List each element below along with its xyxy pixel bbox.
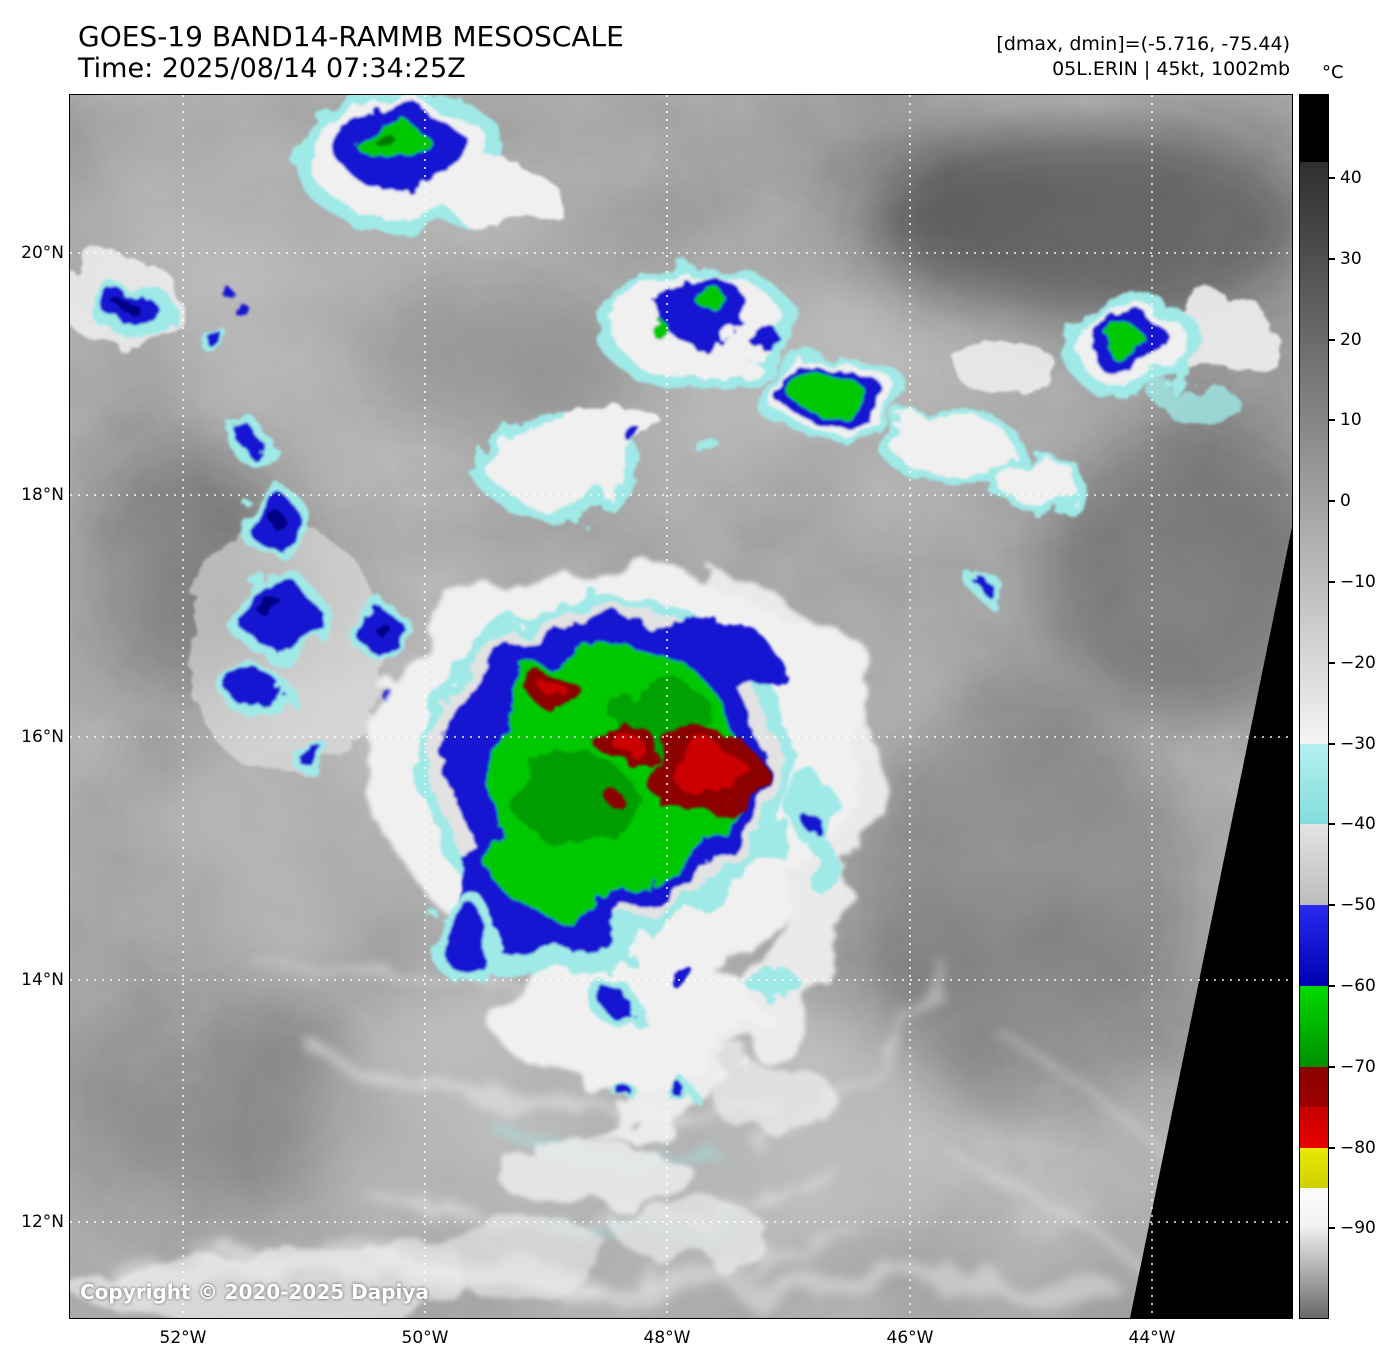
colorbar-tickmark — [1329, 419, 1335, 422]
storm-overshooting-tops — [532, 673, 762, 813]
colorbar-tick-label: 0 — [1340, 491, 1351, 512]
storm-identifier: 05L.ERIN | 45kt, 1002mb — [1052, 58, 1290, 80]
colorbar-tickmark — [1329, 500, 1335, 503]
colorbar: 40 30 20 10 0 −10 −20 −30 −40 −50 −60 −70 −80 −90 — [1299, 94, 1390, 1319]
dmax-dmin-readout: [dmax, dmin]=(-5.716, -75.44) — [996, 33, 1290, 55]
colorbar-tick-label: −50 — [1340, 895, 1376, 916]
colorbar-tickmark — [1329, 742, 1335, 745]
convective-cell-right — [1061, 293, 1276, 416]
colorbar-segment — [1300, 743, 1328, 825]
colorbar-segment — [1300, 905, 1328, 986]
colorbar-tickmark — [1329, 904, 1335, 907]
copyright-watermark: Copyright © 2020-2025 Dapiya — [80, 1280, 429, 1304]
satellite-map: Copyright © 2020-2025 Dapiya — [69, 94, 1293, 1319]
lon-label-46w: 46°W — [886, 1328, 934, 1348]
colorbar-segment — [1300, 986, 1328, 1067]
colorbar-segment — [1300, 1147, 1328, 1188]
colorbar-unit-label: °C — [1322, 62, 1344, 83]
lon-label-52w: 52°W — [159, 1328, 207, 1348]
colorbar-tickmark — [1329, 338, 1335, 341]
lat-label-20n: 20°N — [21, 243, 64, 263]
colorbar-tickmark — [1329, 985, 1335, 987]
colorbar-tickmark — [1329, 581, 1335, 583]
colorbar-tick-label: −60 — [1340, 976, 1376, 996]
colorbar-segment — [1300, 1107, 1328, 1148]
colorbar-tick-label: −70 — [1340, 1056, 1376, 1077]
lon-label-50w: 50°W — [401, 1328, 449, 1348]
convective-cell-center — [753, 353, 913, 439]
colorbar-tickmark — [1329, 1065, 1335, 1068]
timestamp: Time: 2025/08/14 07:34:25Z — [78, 53, 466, 84]
rainband-cells — [426, 774, 839, 1103]
colorbar-tick-label: −10 — [1340, 572, 1376, 592]
colorbar-tickmark — [1329, 1146, 1335, 1149]
colorbar-segment — [1300, 1228, 1328, 1318]
scan-edge-black — [1130, 527, 1292, 1318]
lon-label-44w: 44°W — [1128, 1328, 1176, 1348]
colorbar-tickmark — [1329, 257, 1335, 260]
colorbar-tick-label: −90 — [1340, 1218, 1376, 1239]
colorbar-tick-label: 10 — [1340, 410, 1362, 431]
convective-cells-left-edge — [70, 255, 274, 458]
cloud-chain-east — [880, 341, 1090, 598]
colorbar-segment — [1300, 824, 1328, 906]
colorbar-tick-label: 40 — [1340, 168, 1362, 188]
colorbar-tick-label: −20 — [1340, 652, 1376, 673]
colorbar-tickmark — [1329, 823, 1335, 826]
lat-label-16n: 16°N — [21, 727, 64, 747]
colorbar-tickmark — [1329, 177, 1335, 179]
convective-cell-mid — [593, 262, 797, 388]
storm-erin — [377, 565, 880, 1128]
colorbar-gradient — [1299, 94, 1329, 1319]
lat-label-12n: 12°N — [21, 1212, 64, 1232]
convective-cell-topleft — [290, 95, 558, 227]
colorbar-segment — [1300, 1066, 1328, 1108]
lat-label-18n: 18°N — [21, 485, 64, 505]
colorbar-tick-label: −80 — [1340, 1137, 1376, 1158]
low-cloud-south — [70, 1064, 837, 1318]
page-title: GOES-19 BAND14-RAMMB MESOSCALE — [78, 20, 624, 53]
colorbar-segment — [1300, 161, 1328, 744]
cloud-mass-midwest — [472, 404, 719, 518]
convective-cells-west — [185, 486, 404, 775]
colorbar-tick-label: −40 — [1340, 814, 1376, 835]
satellite-imagery — [70, 95, 1292, 1318]
lat-label-14n: 14°N — [21, 970, 64, 990]
lon-label-48w: 48°W — [643, 1328, 691, 1348]
colorbar-segment — [1300, 95, 1328, 162]
colorbar-segment — [1300, 1188, 1328, 1229]
colorbar-tickmark — [1329, 661, 1335, 664]
colorbar-tick-label: 30 — [1340, 248, 1362, 269]
colorbar-tick-label: −30 — [1340, 733, 1376, 754]
colorbar-tick-label: 20 — [1340, 329, 1362, 350]
colorbar-tickmark — [1329, 1227, 1335, 1230]
